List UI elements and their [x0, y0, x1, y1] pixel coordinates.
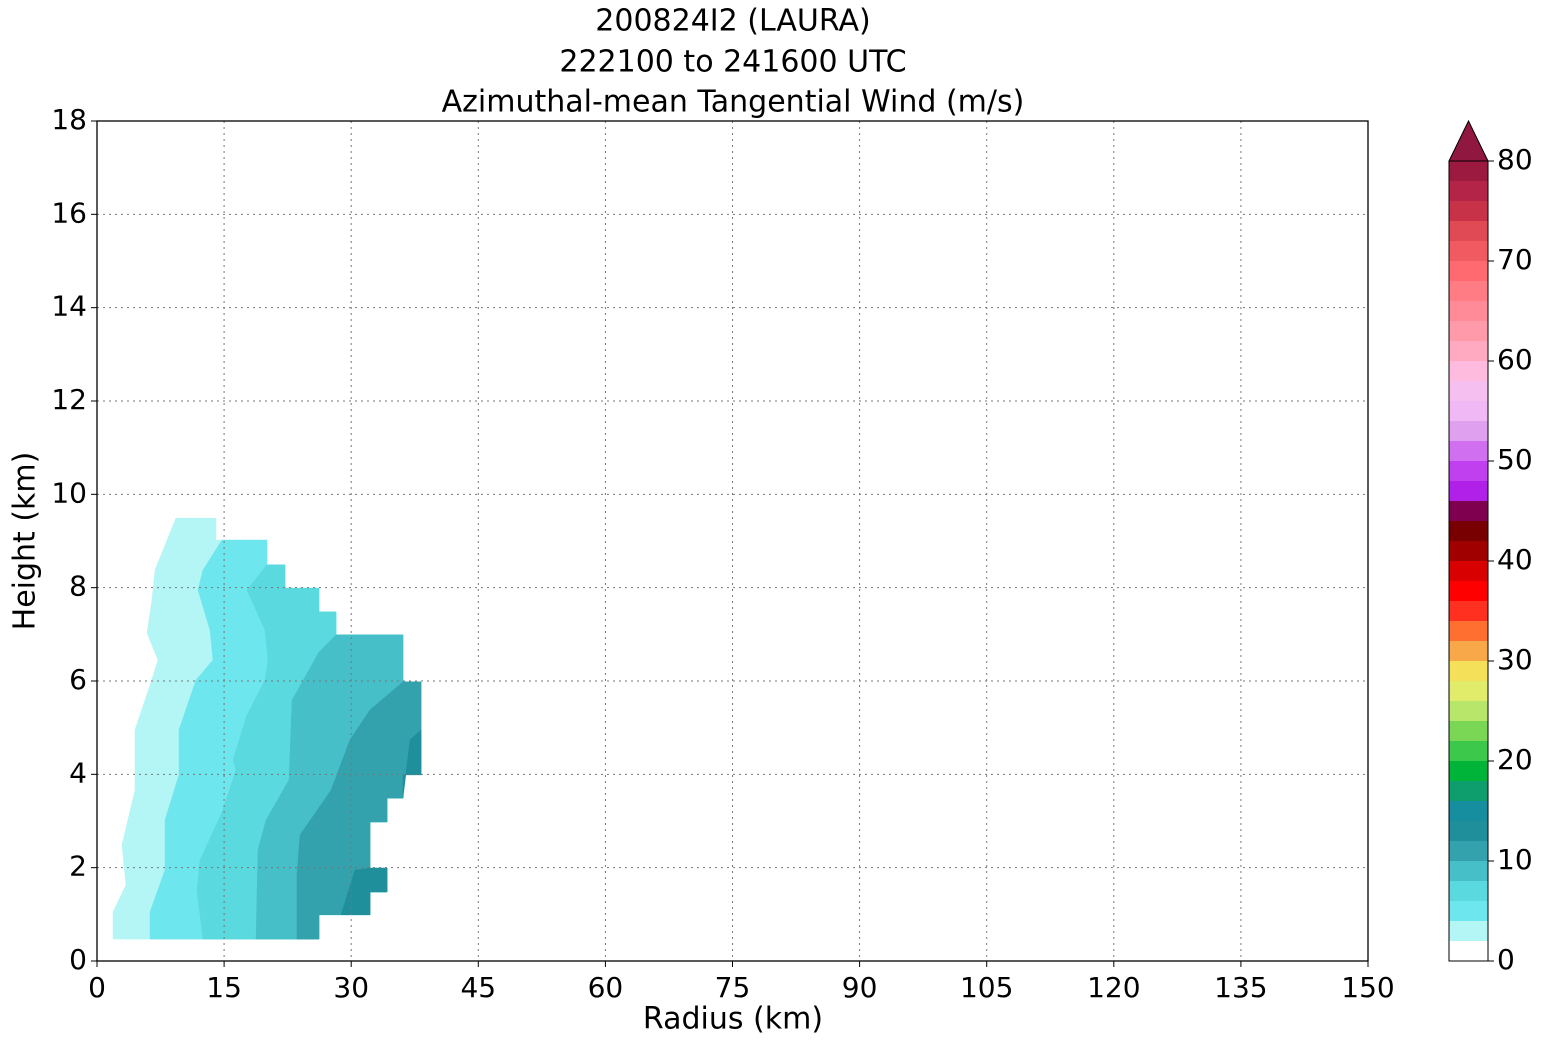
colorbar-tick-label: 0 [1497, 943, 1515, 976]
colorbar-tick-label: 60 [1497, 343, 1533, 376]
colorbar-segment [1449, 561, 1488, 581]
colorbar-segment [1449, 201, 1488, 221]
colorbar-segment [1449, 821, 1488, 841]
y-tick-label: 10 [51, 476, 87, 509]
y-axis-label: Height (km) [8, 452, 43, 631]
chart-title: 200824I2 (LAURA) [595, 4, 870, 39]
x-tick-label: 105 [960, 971, 1013, 1004]
colorbar-segment [1449, 841, 1488, 861]
y-tick-label: 2 [69, 850, 87, 883]
colorbar-segment [1449, 901, 1488, 921]
colorbar-segment [1449, 221, 1488, 241]
colorbar-segment [1449, 621, 1488, 641]
colorbar-segment [1449, 261, 1488, 281]
contour-region [340, 867, 388, 916]
y-tick-label: 18 [51, 103, 87, 136]
colorbar-segment [1449, 361, 1488, 381]
y-tick-label: 16 [51, 196, 87, 229]
x-tick-label: 15 [206, 971, 242, 1004]
colorbar-tick-label: 50 [1497, 443, 1533, 476]
y-tick-label: 8 [69, 570, 87, 603]
colorbar-segment [1449, 481, 1488, 501]
x-tick-label: 75 [715, 971, 751, 1004]
colorbar-tick-label: 70 [1497, 243, 1533, 276]
colorbar-segment [1449, 181, 1488, 201]
colorbar-segment [1449, 541, 1488, 561]
x-tick-label: 150 [1341, 971, 1394, 1004]
y-tick-label: 0 [69, 943, 87, 976]
colorbar-tick-label: 10 [1497, 843, 1533, 876]
colorbar-segment [1449, 421, 1488, 441]
colorbar-segment [1449, 881, 1488, 901]
x-tick-label: 135 [1214, 971, 1267, 1004]
colorbar-segment [1449, 381, 1488, 401]
y-tick-label: 4 [69, 756, 87, 789]
colorbar-segment [1449, 761, 1488, 781]
colorbar-segment [1449, 701, 1488, 721]
colorbar-segment [1449, 721, 1488, 741]
contour-region [402, 729, 422, 799]
colorbar-segment [1449, 601, 1488, 621]
colorbar-segment [1449, 441, 1488, 461]
colorbar-segment [1449, 581, 1488, 601]
x-axis-label: Radius (km) [643, 1002, 823, 1037]
colorbar-segment [1449, 301, 1488, 321]
colorbar-segment [1449, 861, 1488, 881]
colorbar-segment [1449, 401, 1488, 421]
colorbar-segment [1449, 241, 1488, 261]
colorbar-segment [1449, 801, 1488, 821]
colorbar-segment [1449, 681, 1488, 701]
chart-subtitle: 222100 to 241600 UTC [559, 45, 906, 80]
colorbar-segment [1449, 941, 1488, 961]
colorbar-tick-label: 80 [1497, 143, 1533, 176]
colorbar-segment [1449, 781, 1488, 801]
y-tick-label: 14 [51, 290, 87, 323]
colorbar-segment [1449, 641, 1488, 661]
colorbar-tick-label: 20 [1497, 743, 1533, 776]
colorbar-segment [1449, 321, 1488, 341]
colorbar-segment [1449, 501, 1488, 521]
colorbar-segment [1449, 741, 1488, 761]
colorbar-segment [1449, 281, 1488, 301]
x-tick-label: 120 [1087, 971, 1140, 1004]
x-tick-label: 30 [333, 971, 369, 1004]
x-tick-label: 45 [460, 971, 496, 1004]
colorbar-segment [1449, 341, 1488, 361]
x-tick-label: 60 [588, 971, 624, 1004]
colorbar-segment [1449, 661, 1488, 681]
y-tick-label: 6 [69, 663, 87, 696]
colorbar-tick-label: 30 [1497, 643, 1533, 676]
colorbar-segment [1449, 521, 1488, 541]
x-tick-label: 90 [842, 971, 878, 1004]
x-tick-label: 0 [88, 971, 106, 1004]
chart-subtitle: Azimuthal-mean Tangential Wind (m/s) [442, 85, 1025, 120]
colorbar-segment [1449, 161, 1488, 181]
colorbar-tick-label: 40 [1497, 543, 1533, 576]
colorbar-segment [1449, 461, 1488, 481]
y-tick-label: 12 [51, 383, 87, 416]
colorbar-extend [1448, 119, 1489, 162]
colorbar-segment [1449, 921, 1488, 941]
